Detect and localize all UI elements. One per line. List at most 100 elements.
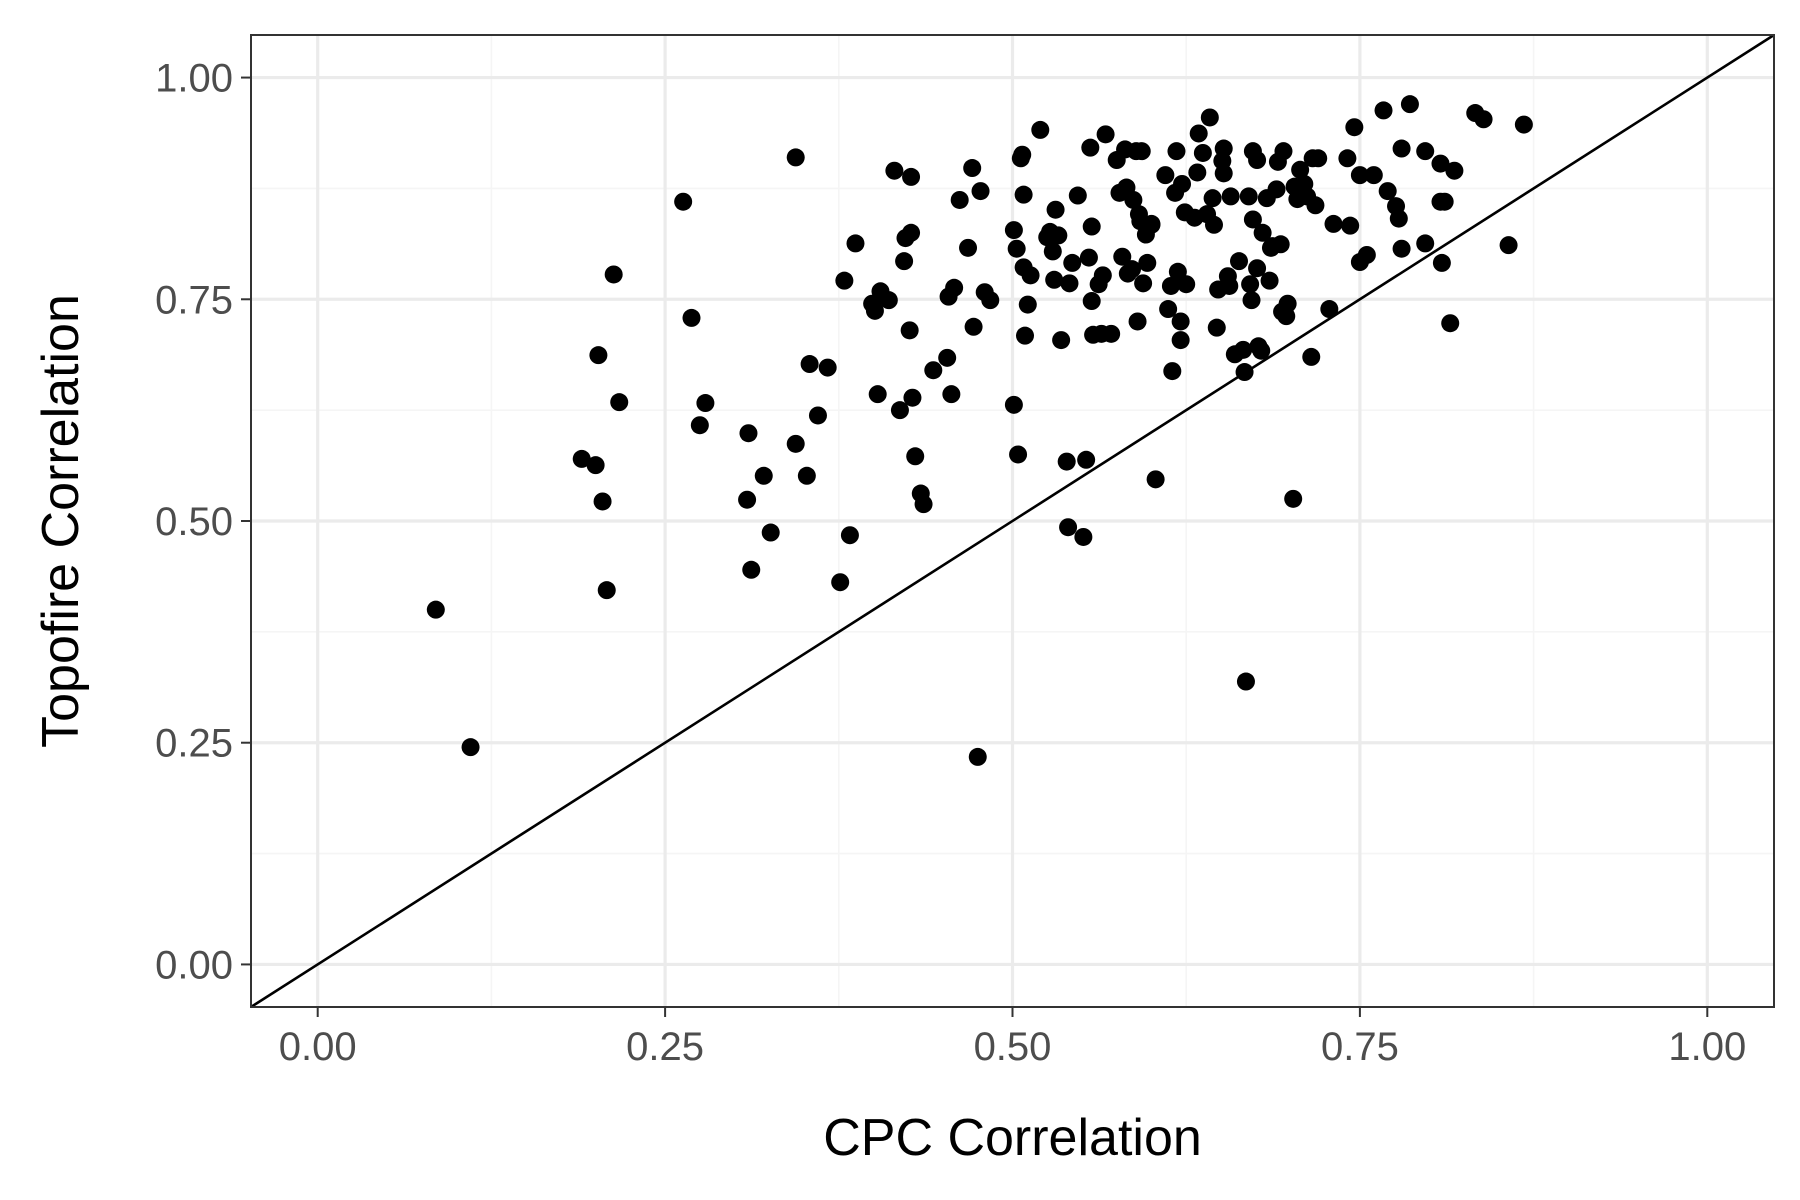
data-point [1173,174,1192,193]
data-point [963,159,982,178]
data-point [1045,270,1064,289]
data-point [1302,347,1321,366]
data-point [959,238,978,257]
data-point [1341,216,1360,235]
x-axis-ticks: 0.00 0.25 0.50 0.75 1.00 [279,1007,1746,1069]
data-point [1082,217,1101,236]
data-point [1057,452,1076,471]
data-point [1416,142,1435,161]
data-point [786,434,805,453]
x-tick-label: 0.00 [279,1025,357,1069]
data-point [900,321,919,340]
data-point [696,394,715,413]
data-point [938,348,957,367]
data-point [1271,235,1290,254]
data-point [1142,215,1161,234]
data-point [1435,192,1454,211]
major-gridlines [251,35,1774,1007]
data-point [1193,143,1212,162]
data-point [1320,300,1339,319]
data-point [1171,331,1190,350]
data-point [1221,187,1240,206]
data-point [950,190,969,209]
data-point [1253,223,1272,242]
x-axis-title: CPC Correlation [823,1109,1202,1167]
data-point [945,278,964,297]
data-point [1167,142,1186,161]
data-point [1188,163,1207,182]
data-point [1200,108,1219,127]
data-point [840,526,859,545]
y-tick-label: 0.25 [155,722,233,766]
data-point [461,738,480,757]
data-point [1009,445,1028,464]
data-point [1291,160,1310,179]
data-point [1309,149,1328,168]
data-point [1063,253,1082,272]
data-point [1306,196,1325,215]
data-point [1324,214,1343,233]
data-point [818,358,837,377]
data-point [1156,166,1175,185]
data-point [924,361,943,380]
data-point [1013,145,1032,164]
data-point [1274,142,1293,161]
data-points [426,95,1533,766]
data-point [1389,209,1408,228]
data-point [1004,395,1023,414]
data-point [1021,266,1040,285]
x-tick-label: 0.25 [626,1025,704,1069]
data-point [1357,245,1376,264]
data-point [1230,252,1249,271]
data-point [1068,186,1087,205]
data-point [1113,247,1132,266]
data-point [964,317,983,336]
data-point [1159,300,1178,319]
data-point [1163,362,1182,381]
data-point [1124,190,1143,209]
data-point [1007,239,1026,258]
data-point [682,308,701,327]
data-point [586,456,605,475]
data-point [1203,189,1222,208]
data-point [942,385,961,404]
data-point [1252,341,1271,360]
data-point [895,252,914,271]
data-point [1514,115,1533,134]
data-point [754,466,773,485]
data-point [1338,149,1357,168]
data-point [739,424,758,443]
data-point [1096,125,1115,144]
data-point [1374,101,1393,120]
data-point [1060,274,1079,293]
data-point [1392,139,1411,158]
data-point [1474,110,1493,129]
y-axis-title: Topofire Correlation [32,294,90,748]
data-point [1416,234,1435,253]
data-point [1049,226,1068,245]
y-axis-ticks: 0.00 0.25 0.50 0.75 1.00 [155,57,251,987]
data-point [1499,236,1518,255]
data-point [1177,275,1196,294]
data-point [1234,340,1253,359]
data-point [1267,180,1286,199]
data-point [610,393,629,412]
data-point [808,406,827,425]
data-point [1052,331,1071,350]
data-point [1278,294,1297,313]
data-point [1248,151,1267,170]
data-point [1146,470,1165,489]
data-point [1046,200,1065,219]
data-point [800,355,819,374]
data-point [1378,182,1397,201]
data-point [593,492,612,511]
data-point [831,573,850,592]
data-point [1260,271,1279,290]
data-point [1432,253,1451,272]
data-point [1014,185,1033,204]
data-point [1284,489,1303,508]
data-point [1171,312,1190,331]
data-point [914,495,933,514]
